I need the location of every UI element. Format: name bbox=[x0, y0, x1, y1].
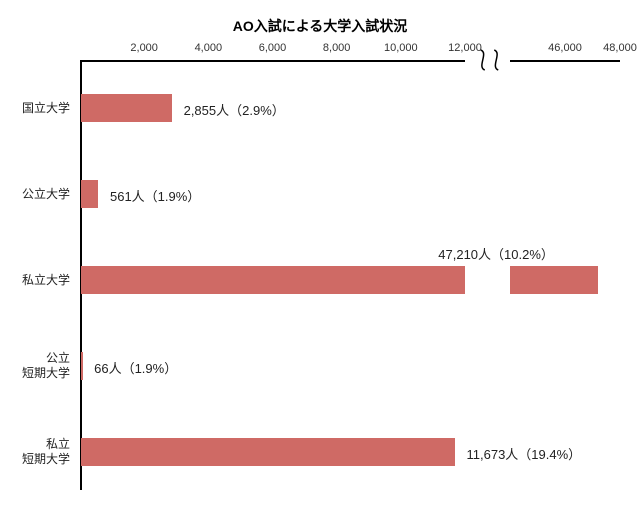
value-label: 2,855人（2.9%） bbox=[184, 100, 285, 119]
category-label: 国立大学 bbox=[0, 101, 70, 116]
bar bbox=[81, 94, 172, 122]
bar bbox=[81, 352, 83, 380]
bar bbox=[81, 266, 465, 294]
value-label: 47,210人（10.2%） bbox=[438, 244, 554, 263]
x-axis-right bbox=[510, 60, 620, 62]
bar bbox=[81, 438, 455, 466]
x-tick: 8,000 bbox=[323, 42, 351, 54]
value-label: 66人（1.9%） bbox=[94, 358, 177, 377]
category-label: 私立大学 bbox=[0, 273, 70, 288]
category-label: 公立大学 bbox=[0, 187, 70, 202]
ao-admissions-chart: AO入試による大学入試状況 2,000 4,000 6,000 8,000 10,000… bbox=[0, 0, 640, 505]
category-label: 公立短期大学 bbox=[0, 351, 70, 381]
x-tick: 48,000 bbox=[603, 42, 637, 54]
value-label: 561人（1.9%） bbox=[110, 186, 200, 205]
category-label: 私立短期大学 bbox=[0, 437, 70, 467]
x-tick: 4,000 bbox=[195, 42, 223, 54]
bar bbox=[510, 266, 598, 294]
chart-title: AO入試による大学入試状況 bbox=[0, 16, 640, 36]
x-tick: 2,000 bbox=[130, 42, 158, 54]
x-tick: 6,000 bbox=[259, 42, 287, 54]
x-tick: 46,000 bbox=[548, 42, 582, 54]
x-tick: 10,000 bbox=[384, 42, 418, 54]
value-label: 11,673人（19.4%） bbox=[467, 444, 582, 463]
x-tick: 12,000 bbox=[448, 42, 482, 54]
x-axis-left bbox=[80, 60, 465, 62]
bar bbox=[81, 180, 98, 208]
